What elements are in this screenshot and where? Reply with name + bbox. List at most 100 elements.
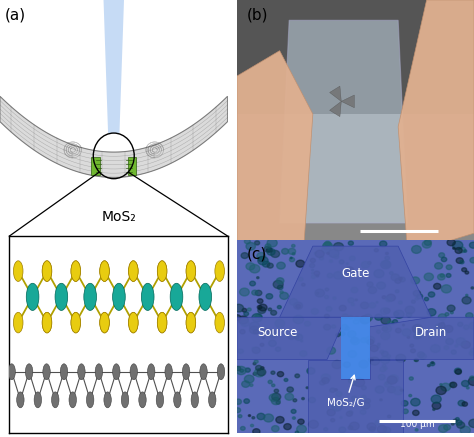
Circle shape (306, 387, 309, 388)
Circle shape (255, 241, 260, 245)
Circle shape (311, 269, 314, 271)
Circle shape (71, 261, 81, 281)
Circle shape (439, 253, 445, 257)
Circle shape (355, 299, 357, 301)
Circle shape (253, 429, 260, 434)
Circle shape (327, 252, 329, 254)
Polygon shape (280, 20, 408, 223)
Circle shape (330, 388, 335, 392)
Circle shape (276, 416, 284, 423)
Circle shape (332, 403, 342, 411)
Circle shape (113, 283, 125, 310)
Circle shape (329, 260, 333, 262)
Circle shape (464, 250, 467, 252)
Circle shape (345, 267, 354, 274)
Circle shape (272, 426, 279, 432)
Circle shape (378, 375, 385, 380)
Circle shape (257, 253, 265, 260)
Circle shape (353, 319, 359, 324)
Circle shape (244, 399, 249, 403)
Circle shape (377, 282, 385, 289)
Circle shape (52, 392, 59, 408)
Circle shape (351, 287, 358, 293)
Circle shape (433, 334, 435, 336)
Circle shape (8, 364, 15, 380)
Circle shape (344, 362, 350, 368)
Circle shape (424, 239, 431, 245)
Circle shape (385, 256, 390, 260)
Circle shape (380, 367, 386, 372)
Circle shape (271, 371, 275, 375)
Circle shape (316, 292, 319, 294)
Circle shape (238, 415, 242, 418)
Circle shape (412, 410, 419, 416)
Circle shape (321, 374, 330, 382)
Circle shape (268, 308, 272, 311)
Circle shape (270, 330, 274, 333)
Circle shape (315, 289, 325, 297)
Circle shape (407, 336, 410, 338)
Circle shape (13, 312, 23, 333)
Circle shape (255, 365, 262, 371)
Circle shape (277, 305, 281, 309)
Circle shape (450, 382, 457, 388)
Circle shape (128, 261, 138, 281)
Circle shape (261, 367, 264, 369)
Circle shape (332, 325, 336, 328)
Circle shape (315, 250, 324, 257)
Circle shape (361, 261, 370, 268)
Circle shape (253, 363, 256, 365)
Circle shape (349, 411, 353, 414)
Polygon shape (308, 360, 403, 433)
Circle shape (402, 329, 411, 336)
Circle shape (311, 275, 315, 278)
Circle shape (410, 344, 414, 347)
Circle shape (293, 399, 297, 402)
Circle shape (334, 255, 339, 259)
Circle shape (252, 347, 260, 354)
Circle shape (266, 248, 272, 252)
Circle shape (440, 274, 444, 277)
Circle shape (433, 409, 435, 410)
Circle shape (301, 340, 303, 342)
Circle shape (453, 241, 463, 250)
Polygon shape (237, 317, 341, 360)
Circle shape (265, 244, 271, 249)
Circle shape (235, 399, 241, 404)
Circle shape (258, 257, 268, 265)
Circle shape (236, 366, 246, 375)
Circle shape (388, 321, 392, 325)
Circle shape (444, 346, 449, 350)
Circle shape (128, 312, 138, 333)
Circle shape (462, 381, 469, 387)
Circle shape (462, 268, 466, 272)
Circle shape (445, 312, 449, 316)
Circle shape (272, 384, 275, 387)
Circle shape (284, 423, 291, 430)
Circle shape (411, 277, 419, 284)
Circle shape (95, 364, 102, 380)
Circle shape (361, 338, 367, 343)
Circle shape (292, 253, 295, 255)
Circle shape (269, 340, 276, 347)
Text: 100 μm: 100 μm (400, 420, 435, 429)
Circle shape (446, 274, 451, 277)
Text: (a): (a) (5, 7, 26, 23)
Circle shape (327, 409, 335, 416)
Circle shape (387, 294, 395, 301)
Circle shape (410, 398, 420, 406)
Circle shape (417, 294, 423, 299)
Text: Drain: Drain (415, 326, 447, 339)
Circle shape (301, 283, 305, 286)
Circle shape (86, 392, 94, 408)
Circle shape (377, 343, 380, 345)
Circle shape (375, 420, 381, 425)
Circle shape (381, 308, 389, 315)
Circle shape (147, 364, 155, 380)
Circle shape (351, 337, 358, 343)
Circle shape (348, 316, 353, 319)
Circle shape (381, 356, 390, 364)
Circle shape (391, 274, 400, 281)
Circle shape (456, 338, 465, 345)
Circle shape (276, 401, 280, 404)
